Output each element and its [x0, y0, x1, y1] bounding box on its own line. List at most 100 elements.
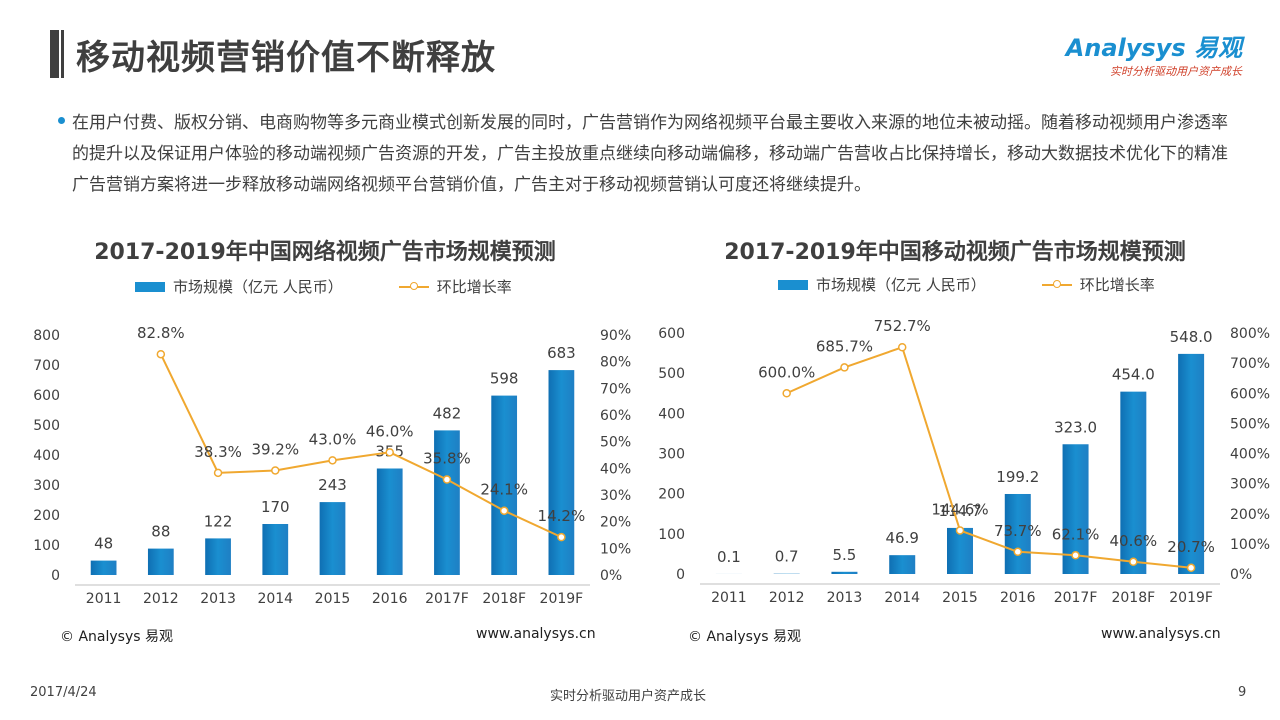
x-tick-label: 2016 [372, 591, 408, 607]
y-tick-label: 500 [658, 366, 685, 382]
x-tick-label: 2014 [884, 590, 920, 606]
growth-rate-label: 38.3% [194, 443, 242, 461]
bar-value-label: 598 [490, 370, 519, 388]
bar-value-label: 454.0 [1112, 366, 1155, 384]
growth-rate-point [213, 468, 223, 478]
chart-1-legend: 市场规模（亿元 人民币） 环比增长率 [135, 276, 512, 297]
y2-tick-label: 50% [600, 435, 631, 451]
y2-tick-label: 700% [1230, 356, 1270, 372]
y-tick-label: 200 [658, 487, 685, 503]
growth-rate-point [955, 526, 965, 535]
bar-value-label: 0.7 [775, 548, 799, 566]
y2-tick-label: 400% [1230, 447, 1270, 463]
bar [90, 560, 117, 575]
growth-rate-label: 43.0% [309, 430, 357, 448]
bar [889, 555, 916, 574]
growth-rate-point [557, 532, 566, 542]
bar [205, 538, 231, 575]
x-tick-label: 2019F [1169, 590, 1213, 606]
x-tick-label: 2017F [425, 591, 469, 607]
y2-tick-label: 200% [1230, 507, 1270, 523]
page-title: 移动视频营销价值不断释放 [76, 38, 496, 78]
chart-2-copyright: © Analysys 易观 [688, 629, 801, 645]
x-tick-label: 2015 [942, 590, 978, 606]
bar [947, 527, 973, 574]
growth-rate-point [897, 342, 907, 352]
y-tick-label: 700 [33, 358, 60, 374]
chart-2-legend: 市场规模（亿元 人民币） 环比增长率 [778, 274, 1155, 295]
y2-tick-label: 500% [1230, 416, 1270, 432]
x-tick-label: 2018F [1111, 590, 1155, 606]
growth-rate-label: 600.0% [758, 363, 815, 381]
x-tick-label: 2017F [1054, 590, 1098, 606]
bar-value-label: 122 [204, 512, 233, 530]
growth-rate-label: 685.7% [816, 337, 873, 355]
growth-rate-line [786, 345, 1192, 569]
y-tick-label: 400 [33, 448, 60, 464]
y2-tick-label: 20% [600, 515, 631, 531]
growth-rate-label: 39.2% [251, 440, 299, 458]
y-tick-label: 400 [658, 406, 685, 422]
growth-rate-label: 40.6% [1110, 532, 1158, 550]
chart-1-copyright: © Analysys 易观 [60, 629, 173, 645]
chart-2-title: 2017-2019年中国移动视频广告市场规模预测 [724, 240, 1186, 265]
y2-tick-label: 70% [600, 381, 631, 397]
y2-tick-label: 60% [600, 408, 631, 424]
footer-slogan: 实时分析驱动用户资产成长 [550, 689, 707, 704]
x-tick-label: 2015 [315, 591, 351, 607]
bar-value-label: 482 [433, 404, 462, 422]
chart-1-title: 2017-2019年中国网络视频广告市场规模预测 [94, 240, 556, 265]
bar [1178, 353, 1205, 574]
growth-rate-label: 144.6% [931, 500, 988, 518]
x-tick-label: 2011 [86, 591, 122, 607]
footer-date: 2017/4/24 [30, 685, 97, 700]
bar [548, 370, 575, 575]
chart-2-plot: 0 100 200 300 400 500 600 0% 100% 200% 300% 400% 500… [658, 317, 1270, 606]
bar-value-label: 0.1 [717, 548, 741, 566]
bar-value-label: 548.0 [1170, 328, 1213, 346]
growth-rate-point [1129, 557, 1138, 567]
y-tick-label: 600 [658, 326, 685, 342]
title-accent-bar [50, 30, 64, 78]
x-tick-label: 2012 [143, 591, 179, 607]
growth-rate-label: 82.8% [137, 324, 185, 342]
y2-tick-label: 100% [1230, 537, 1270, 553]
bar [434, 430, 460, 575]
bar-value-label: 48 [94, 535, 113, 553]
chart-2-legend-line-label: 环比增长率 [1079, 276, 1155, 294]
growth-rate-label: 20.7% [1167, 538, 1215, 556]
bar [262, 524, 289, 575]
growth-rate-label: 73.7% [994, 522, 1042, 540]
growth-rate-point [271, 466, 280, 475]
growth-rate-point [385, 448, 394, 457]
chart-1-plot: 0 100 200 300 400 500 600 700 800 0% 10% 20% 30% 40% 5… [33, 324, 631, 607]
chart-2-legend-bar-label: 市场规模（亿元 人民币） [816, 276, 986, 294]
y2-tick-label: 0% [1230, 567, 1252, 583]
growth-rate-point [1186, 563, 1196, 573]
intro-paragraph: 在用户付费、版权分销、电商购物等多元商业模式创新发展的同时，广告营销作为网络视频… [72, 113, 1228, 195]
y-tick-label: 100 [33, 538, 60, 554]
bar [491, 395, 518, 575]
growth-rate-label: 752.7% [874, 317, 931, 335]
chart-1-legend-line-label: 环比增长率 [436, 278, 512, 296]
legend-bar-swatch [778, 279, 808, 290]
bar [1004, 493, 1031, 574]
growth-rate-label: 24.1% [480, 481, 528, 499]
logo-main-text: Analysys 易观 [1065, 34, 1242, 62]
x-tick-label: 2012 [769, 590, 805, 606]
y-tick-label: 0 [51, 568, 60, 584]
logo-slogan: 实时分析驱动用户资产成长 [1110, 65, 1242, 78]
x-tick-label: 2013 [200, 591, 236, 607]
y2-tick-label: 90% [600, 328, 631, 344]
y-tick-label: 500 [33, 418, 60, 434]
growth-rate-point [499, 506, 509, 515]
legend-bar-swatch [135, 281, 165, 292]
bar-value-label: 243 [318, 476, 347, 494]
chart-1-legend-bar-label: 市场规模（亿元 人民币） [173, 278, 343, 296]
growth-rate-point [782, 389, 791, 398]
legend-line-swatch [398, 281, 429, 290]
growth-rate-point [156, 349, 166, 359]
x-tick-label: 2014 [257, 591, 293, 607]
growth-rate-label: 62.1% [1052, 525, 1100, 543]
bar-value-label: 5.5 [833, 546, 857, 564]
